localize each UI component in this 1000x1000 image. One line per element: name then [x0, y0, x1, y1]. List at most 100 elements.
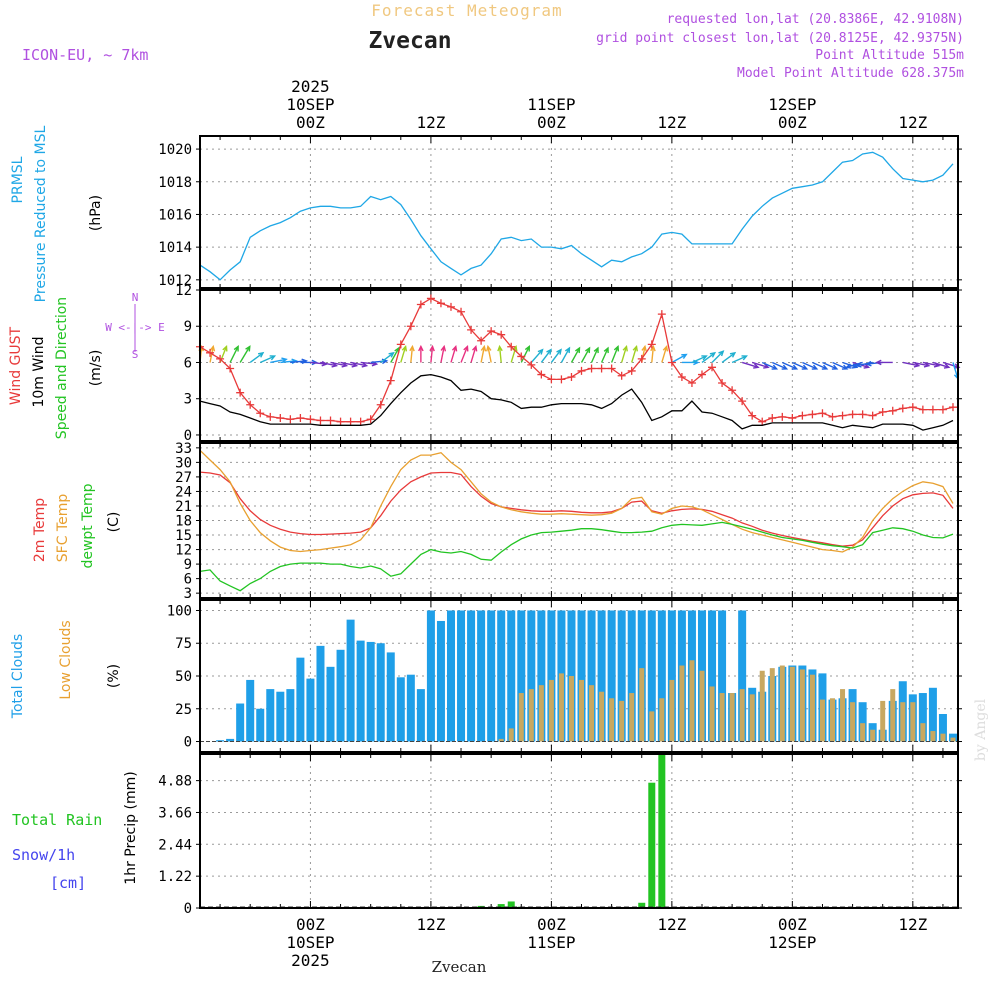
low-cloud-bar: [659, 698, 665, 742]
total-cloud-bar: [446, 610, 455, 742]
wind-arrow-head: [440, 344, 447, 352]
total-cloud-bar: [416, 689, 425, 742]
low-cloud-bar: [819, 699, 825, 742]
clouds-unit: (%): [106, 664, 122, 688]
credit-watermark: by Angel: [973, 698, 989, 761]
low-cloud-bar: [890, 689, 896, 742]
wind-direction-arrow: [782, 361, 797, 370]
total-cloud-bar: [657, 610, 666, 742]
total-cloud-bar: [487, 610, 496, 742]
wind-arrow-head: [409, 344, 415, 352]
panel-frame: [199, 753, 959, 909]
total-cloud-bar: [366, 641, 375, 742]
wind-direction-arrow: [560, 347, 571, 363]
gust-marker: [527, 360, 536, 369]
top-time-label: 00Z: [537, 113, 566, 132]
compass-north: N: [132, 291, 139, 304]
wind-direction-arrow: [410, 346, 414, 363]
wind-arrow-head: [709, 351, 717, 358]
low-cloud-bar: [508, 728, 514, 742]
gust-marker: [577, 366, 586, 375]
pressure-unit: (hPa): [88, 195, 104, 231]
y-tick-label: 100: [167, 603, 192, 619]
bottom-time-label: 12Z: [657, 915, 686, 934]
wind-arrow-head: [855, 362, 862, 368]
top-time-label: 12Z: [657, 113, 686, 132]
wind-arrow-head: [845, 363, 852, 369]
y-tick-label: 3: [184, 392, 192, 408]
wind-arrow-head: [943, 363, 951, 369]
rain-legend: Total Rain: [12, 811, 102, 829]
low-clouds-title: Low Clouds: [58, 620, 74, 699]
rain-bar: [507, 901, 515, 908]
y-tick-label: 1012: [158, 273, 192, 289]
low-cloud-bar: [518, 693, 524, 742]
gust-marker: [477, 336, 486, 345]
wind-arrow-head: [497, 344, 503, 352]
y-tick-label: 6: [184, 355, 192, 371]
wind-arrow-head: [613, 344, 620, 352]
wind-arrow-head: [257, 351, 265, 358]
gust-marker: [697, 370, 706, 379]
total-clouds-title: Total Clouds: [10, 634, 26, 719]
panel-frame: [199, 289, 959, 442]
wind-arrow-head: [401, 344, 408, 352]
wind-arrow-head: [603, 346, 609, 354]
wind-direction-arrow: [952, 362, 959, 379]
total-cloud-bar: [497, 610, 506, 742]
series-line-prmsl: [199, 151, 954, 281]
gust-marker: [406, 322, 415, 331]
wind-direction-arrow: [520, 346, 530, 363]
wind-arrow-head: [537, 348, 544, 355]
wind-direction-arrow: [580, 347, 591, 363]
total-cloud-bar: [216, 740, 225, 742]
gust-marker: [647, 340, 656, 349]
wind-direction-arrow: [922, 361, 939, 367]
gust-marker: [627, 366, 636, 375]
top-time-label: 12Z: [898, 113, 927, 132]
wind-arrow-head: [718, 350, 725, 357]
low-cloud-bar: [729, 693, 735, 742]
wind-direction-arrow: [610, 346, 619, 363]
total-cloud-bar: [296, 657, 305, 742]
location-title: Zvecan: [368, 28, 451, 54]
gust-marker: [617, 371, 626, 380]
total-cloud-bar: [246, 679, 255, 742]
wind-direction-arrow: [651, 346, 655, 363]
wind-arrow-head: [269, 355, 277, 361]
wind-direction-arrow: [487, 346, 492, 363]
wind-direction-arrow: [761, 361, 777, 370]
total-cloud-bar: [226, 738, 235, 742]
wind-arrow-head: [632, 344, 638, 352]
wind-direction-arrow: [480, 346, 485, 363]
wind-direction-arrow: [661, 346, 668, 363]
bottom-time-label: 12Z: [416, 915, 445, 934]
low-cloud-bar: [568, 676, 574, 742]
gust-marker: [708, 363, 717, 372]
gust-marker: [687, 379, 696, 388]
wind-arrow-head: [701, 355, 708, 361]
series-line-2m-temp: [199, 471, 954, 547]
total-cloud-bar: [938, 714, 947, 742]
wind-arrow-head: [729, 351, 737, 358]
bottom-time-label: 11SEP: [527, 933, 575, 952]
series-line-wind-gust: [199, 297, 954, 423]
total-cloud-bar: [607, 610, 616, 742]
low-cloud-bar: [649, 711, 655, 742]
y-tick-label: 24: [175, 484, 192, 500]
t2m-title: 2m Temp: [32, 498, 48, 562]
y-tick-label: 9: [184, 319, 192, 335]
wind-direction-arrow: [691, 355, 707, 364]
wind-direction-arrow: [721, 352, 736, 364]
wind-arrow-head: [771, 364, 779, 370]
total-cloud-bar: [647, 610, 656, 742]
wind-arrow-head: [831, 364, 839, 370]
total-cloud-bar: [286, 689, 295, 742]
footer-location: Zvecan: [432, 958, 487, 976]
gust-marker: [547, 375, 556, 384]
wind-arrow-head: [524, 345, 530, 352]
low-cloud-bar: [498, 738, 504, 742]
gust-marker: [416, 300, 425, 309]
low-cloud-bar: [799, 669, 805, 742]
gust-marker: [246, 400, 255, 409]
